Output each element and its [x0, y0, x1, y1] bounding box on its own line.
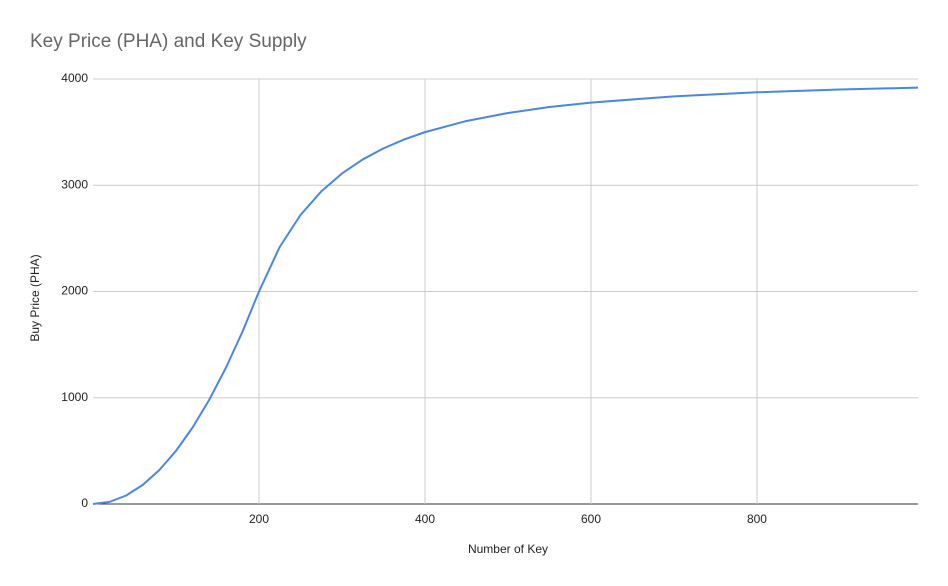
x-tick-label: 600 — [581, 512, 601, 526]
y-tick-label: 0 — [81, 496, 88, 510]
y-tick-label: 4000 — [61, 71, 88, 85]
y-tick-label: 2000 — [61, 284, 88, 298]
x-tick-label: 400 — [415, 512, 435, 526]
chart-title: Key Price (PHA) and Key Supply — [30, 31, 307, 52]
y-tick-label: 3000 — [61, 177, 88, 191]
x-axis-label: Number of Key — [468, 542, 548, 556]
y-tick-label: 1000 — [61, 390, 88, 404]
x-tick-label: 800 — [747, 512, 767, 526]
data-line — [92, 86, 919, 505]
y-axis-label: Buy Price (PHA) — [28, 254, 42, 341]
x-tick-label: 200 — [249, 512, 269, 526]
